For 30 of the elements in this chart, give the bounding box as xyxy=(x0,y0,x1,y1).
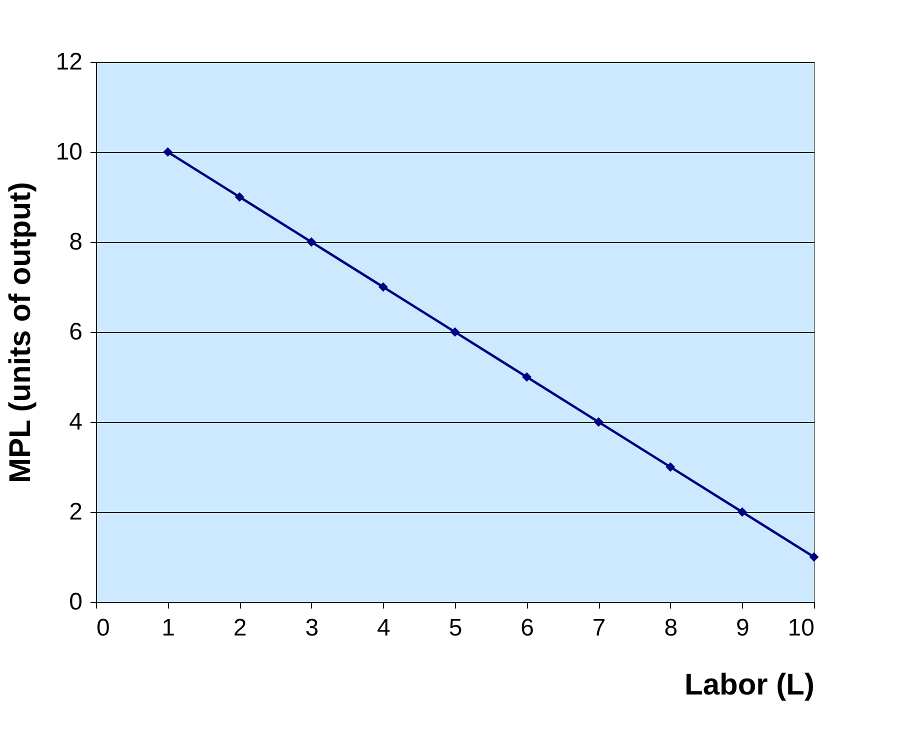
point xyxy=(737,507,747,517)
x-tick-label: 10 xyxy=(788,614,814,642)
point xyxy=(594,417,604,427)
y-tick-label: 2 xyxy=(69,498,82,526)
y-tick-label: 6 xyxy=(69,318,82,346)
x-tick-label: 3 xyxy=(305,614,319,642)
x-tick-label: 2 xyxy=(233,614,247,642)
point xyxy=(450,327,460,337)
x-tick-label: 0 xyxy=(96,614,110,642)
point xyxy=(234,192,244,202)
point xyxy=(306,237,316,247)
x-tick-label: 9 xyxy=(736,614,750,642)
point xyxy=(378,282,388,292)
x-tick-label: 7 xyxy=(592,614,606,642)
point xyxy=(809,552,819,562)
y-tick-label: 10 xyxy=(56,138,82,166)
y-tick-label: 8 xyxy=(69,228,82,256)
y-tick-label: 4 xyxy=(69,408,82,436)
x-tick-label: 5 xyxy=(448,614,462,642)
x-tick-label: 1 xyxy=(162,614,175,642)
x-tick-label: 8 xyxy=(664,614,678,642)
x-axis-title: Labor (L) xyxy=(684,668,814,702)
point xyxy=(163,147,173,157)
point xyxy=(522,372,532,382)
y-tick-label: 12 xyxy=(56,48,82,76)
y-tick-label: 0 xyxy=(69,588,82,616)
x-tick-label: 6 xyxy=(520,614,534,642)
point xyxy=(666,462,676,472)
y-axis-title: MPL (units of output) xyxy=(4,182,37,484)
x-tick-label: 4 xyxy=(377,614,390,642)
